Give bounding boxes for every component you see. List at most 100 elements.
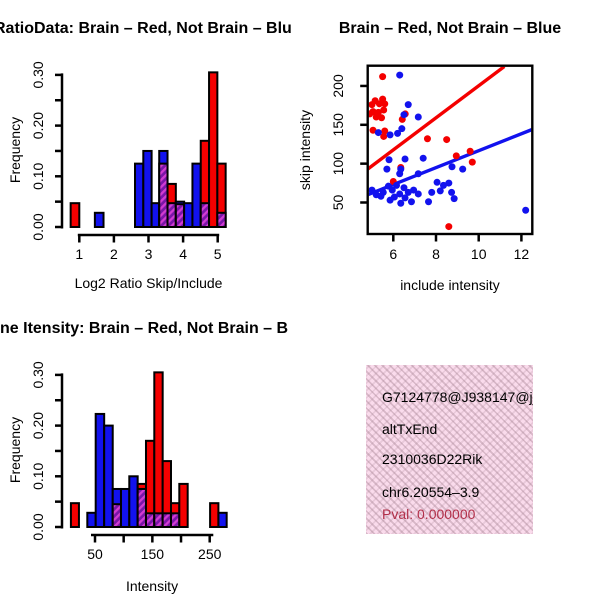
bar-blue [191,162,202,228]
point-blue [374,129,382,137]
y-tick-label: 0.00 [30,513,46,540]
point-blue [400,184,408,192]
y-tick-label: 0.30 [30,61,46,88]
point-blue [394,129,402,137]
x-tick-label: 5 [214,246,222,262]
point-red [423,135,431,143]
bar-red [69,202,81,229]
point-blue [401,155,409,163]
fit-line-red [368,66,506,171]
x-tick-label: 250 [198,546,222,562]
bar-overlap-hatch [169,512,181,529]
info-gene-name: 2310036D22Rik [382,451,483,467]
y-tick-label: 0.30 [30,361,46,388]
point-blue [414,113,422,121]
point-blue [522,206,530,214]
point-blue [425,198,433,206]
info-event-type: altTxEnd [382,421,438,437]
point-blue [448,188,456,196]
bar-overlap-hatch [111,503,122,528]
bar-overlap-hatch [166,202,177,229]
x-tick-label: 10 [471,246,487,262]
bar-overlap-hatch [153,512,164,529]
bar-red [69,502,80,529]
bar-overlap-hatch [158,162,169,228]
bar-red [208,71,219,228]
point-blue [400,111,408,119]
point-blue [407,198,415,206]
point-red [468,158,476,166]
point-blue [398,125,406,133]
y-axis-title: Frequency [7,117,23,183]
point-blue [419,154,427,162]
point-red [380,106,388,114]
point-red [372,113,380,121]
point-blue [428,188,436,196]
x-tick-label: 8 [432,246,440,262]
point-blue [386,196,394,204]
x-axis-title: include intensity [400,277,500,293]
y-tick-label: 50 [330,195,346,211]
x-tick-label: 12 [514,246,530,262]
point-red [381,100,389,108]
bar-blue [103,424,114,528]
point-blue [396,190,404,198]
panel-ratio-histogram: 0.00 0.10 0.20 0.30 1 2 3 4 5 Log2 Ratio Skip/Inc… [0,20,292,291]
bar-overlap-hatch [199,202,211,229]
point-red [381,127,389,135]
scatter-data-layer [368,66,532,231]
point-blue [404,101,412,109]
plot-box [366,64,534,236]
point-blue [397,199,405,207]
point-red [379,73,387,81]
bar-overlap-hatch [216,211,227,229]
panel-gene-intensity-histogram: 0.00 0.10 0.20 0.30 50 150 250 Intensity Frequen… [0,320,288,594]
bar-blue [119,487,131,529]
x-tick-label: 2 [110,246,118,262]
point-blue [383,165,391,173]
bar-blue [217,511,228,529]
y-axis-title: Frequency [7,417,23,483]
point-blue [386,131,394,139]
bar-blue [150,202,161,229]
x-tick-label: 150 [141,546,165,562]
bar-blue [183,202,194,229]
point-blue [445,179,453,187]
point-blue [439,181,447,189]
panel-title: ne Itensity: Brain – Red, Not Brain – B [0,320,288,337]
point-blue [410,186,418,194]
point-blue [379,188,387,196]
point-blue [396,170,404,178]
point-blue [404,188,412,196]
point-blue [385,156,393,164]
point-blue [414,170,422,178]
bar-blue [93,211,105,229]
point-blue [393,181,401,189]
bar-overlap-hatch [161,512,172,529]
y-axis-title: skip intensity [300,110,313,190]
point-red [369,108,377,116]
bar-overlap-hatch [174,203,186,228]
bar-blue [86,511,97,529]
y-tick-label: 0.10 [30,162,46,189]
y-tick-label: 0.20 [30,112,46,139]
x-tick-label: 3 [145,246,153,262]
point-red [380,132,388,140]
bar-blue [94,412,106,528]
panel-info: G7124778@J938147@j_ altTxEnd 2310036D22R… [300,300,600,600]
point-blue [436,187,444,195]
y-tick-label: 0.00 [30,213,46,240]
x-tick-label: 50 [87,546,103,562]
point-blue [450,195,458,203]
y-tick-label: 150 [330,113,346,137]
x-tick-label: 4 [179,246,187,262]
bar-overlap-hatch [136,487,147,529]
info-locus: chr6.20554–3.9 [382,484,480,500]
point-blue [433,178,441,186]
panel-title: Brain – Red, Not Brain – Blue [339,20,561,37]
point-red [445,223,453,231]
point-blue [388,186,396,194]
y-tick-label: 0.20 [30,412,46,439]
x-tick-label: 1 [75,246,83,262]
